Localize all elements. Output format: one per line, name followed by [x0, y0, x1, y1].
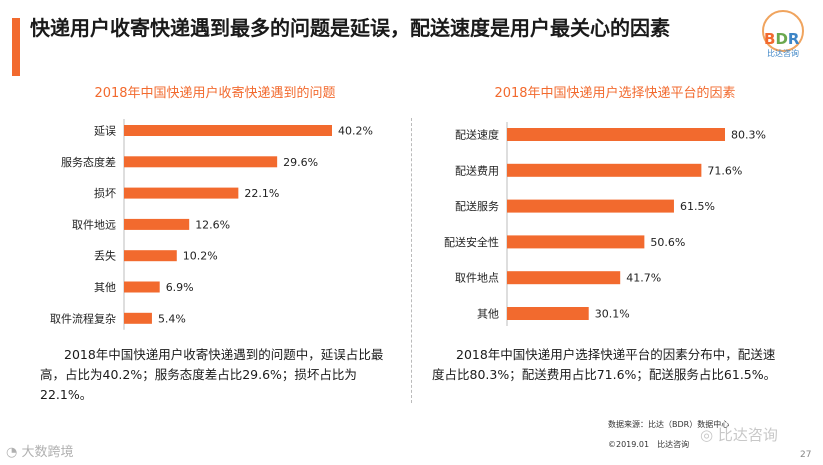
value-label: 6.9%: [166, 281, 194, 294]
left-chart-title: 2018年中国快递用户收寄快递遇到的问题: [94, 86, 336, 101]
watermark-right-text: 比达咨询: [717, 426, 778, 444]
watermark-right: ◎ 比达咨询: [700, 424, 778, 445]
category-label: 损坏: [94, 186, 116, 200]
category-label: 服务态度差: [61, 155, 116, 169]
data-source: 数据来源：比达（BDR）数据中心: [608, 420, 730, 429]
category-label: 配送速度: [455, 128, 499, 142]
right-bar-chart: 配送速度 80.3% 配送费用 71.6% 配送服务 61.5% 配送安全性 50.6% 取件地…: [444, 122, 766, 326]
bar: [124, 218, 190, 230]
logo-letter-d: D: [775, 30, 788, 48]
value-label: 40.2%: [338, 125, 373, 138]
logo-letter-r: R: [787, 30, 800, 48]
logo-ring: [762, 10, 804, 52]
bar: [507, 199, 674, 213]
bar: [124, 187, 239, 199]
value-label: 71.6%: [707, 164, 742, 177]
logo-subtitle: 比达咨询: [767, 49, 799, 58]
bar: [124, 281, 160, 293]
watermark-left-text: 大数跨境: [21, 445, 74, 460]
bar: [507, 128, 725, 141]
value-label: 30.1%: [595, 308, 630, 321]
bar: [507, 235, 645, 249]
logo-letter-b: B: [764, 30, 776, 48]
bar: [124, 312, 152, 324]
bar: [507, 307, 589, 320]
value-label: 5.4%: [158, 312, 186, 325]
value-label: 50.6%: [650, 236, 685, 249]
watermark-brand-icon: ◔: [6, 445, 22, 460]
page-number: 27: [800, 450, 812, 460]
category-label: 取件地点: [455, 272, 499, 285]
category-label: 其他: [477, 308, 499, 321]
category-label: 延误: [94, 125, 116, 138]
title-accent-bar: [12, 18, 20, 76]
value-label: 80.3%: [731, 129, 766, 142]
left-summary: 2018年中国快递用户收寄快递遇到的问题中，延误占比最高，占比为40.2%；服务…: [40, 347, 384, 402]
bar: [124, 125, 332, 136]
bdr-logo: BDR 比达咨询: [754, 10, 814, 66]
right-chart-title: 2018年中国快递用户选择快递平台的因素: [494, 86, 736, 101]
copyright: ©2019.01 比达咨询: [608, 440, 690, 449]
category-label: 取件流程复杂: [50, 311, 116, 325]
bar: [124, 250, 177, 262]
watermark-left: ◔ 大数跨境: [6, 441, 74, 460]
bar: [507, 271, 621, 285]
category-label: 配送服务: [455, 199, 499, 213]
bar: [124, 156, 278, 168]
wechat-icon: ◎: [700, 426, 718, 444]
category-label: 丢失: [94, 250, 116, 263]
category-label: 取件地远: [72, 218, 116, 231]
column-divider: [411, 118, 412, 403]
slide-title: 快递用户收寄快递遇到最多的问题是延误，配送速度是用户最关心的因素: [30, 16, 670, 40]
value-label: 10.2%: [183, 250, 218, 263]
value-label: 41.7%: [626, 272, 661, 285]
value-label: 61.5%: [680, 200, 715, 213]
bar: [507, 163, 702, 177]
value-label: 22.1%: [244, 187, 279, 200]
category-label: 配送费用: [455, 163, 499, 177]
right-summary: 2018年中国快递用户选择快递平台的因素分布中，配送速度占比80.3%；配送费用…: [432, 347, 777, 382]
logo-letters: BDR: [764, 30, 799, 48]
value-label: 12.6%: [195, 218, 230, 231]
value-label: 29.6%: [283, 156, 318, 169]
left-bar-chart: 延误 40.2% 服务态度差 29.6% 损坏 22.1% 取件地远 12.6% 丢失 10.2%…: [50, 119, 373, 330]
category-label: 配送安全性: [444, 235, 499, 249]
category-label: 其他: [94, 281, 116, 294]
